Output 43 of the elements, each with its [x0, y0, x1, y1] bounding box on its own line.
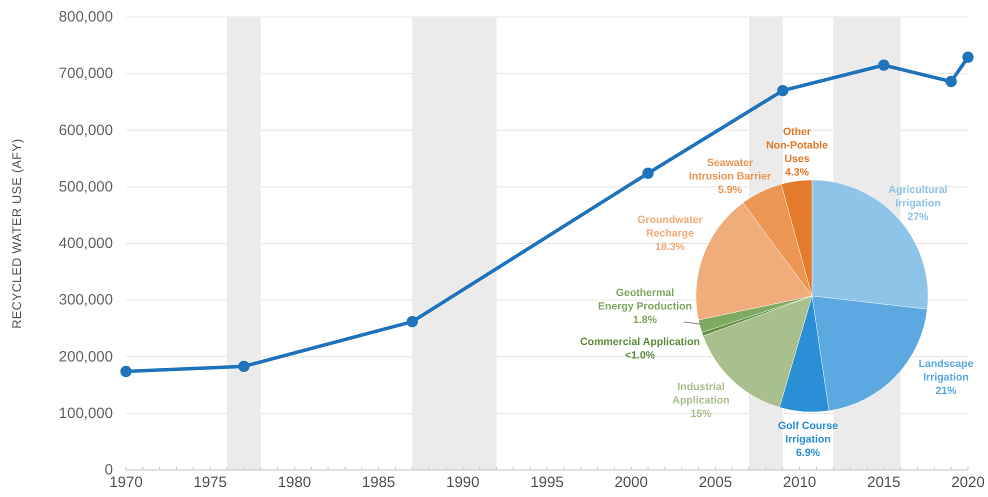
slice-label: Geothermal Energy Production	[598, 287, 692, 312]
x-tick-label: 1985	[362, 474, 396, 491]
x-tick-label: 2000	[614, 474, 648, 491]
slice-label: Commercial Application	[580, 336, 700, 348]
x-tick-label: 2005	[698, 474, 732, 491]
y-tick-label: 600,000	[58, 122, 113, 139]
point	[120, 366, 132, 378]
point	[642, 168, 654, 179]
x-tick-label: 1990	[446, 474, 480, 491]
y-tick-label: 300,000	[58, 292, 113, 309]
y-axis-title: RECYCLED WATER USE (AFY)	[10, 138, 24, 329]
point	[406, 316, 418, 328]
data-label: 6.9%	[796, 447, 821, 459]
y-tick-label: 100,000	[58, 404, 113, 422]
point	[946, 76, 957, 88]
data-label: 1.8%	[633, 314, 658, 326]
slice-label: Landscape Irrigation	[918, 358, 974, 384]
x-tick-label: 1975	[194, 474, 227, 491]
slice-label: Golf Course Irrigation	[778, 420, 838, 446]
y-tick-label: 700,000	[58, 65, 113, 82]
data-label: <1.0%	[624, 350, 656, 362]
y-tick-label: 800,000	[58, 8, 113, 26]
data-label: 21%	[935, 385, 958, 397]
slice-label: Industrial Application	[672, 381, 730, 406]
x-tick-label: 1995	[530, 474, 564, 491]
x-tick-label: 2015	[867, 474, 900, 491]
point	[962, 52, 974, 63]
data-label: 5.9%	[718, 184, 743, 196]
data-label: 4.3%	[785, 166, 810, 178]
data-label: 27%	[907, 211, 930, 223]
x-tick-label: 1980	[278, 474, 312, 491]
data-label: 15%	[690, 408, 712, 420]
y-tick-label: 200,000	[58, 348, 113, 366]
slice-label: Agricultural Irrigation	[888, 184, 948, 210]
point	[878, 60, 890, 71]
x-tick-label: 2010	[782, 474, 816, 491]
slice-label: Groundwater Recharge	[637, 214, 703, 240]
y-tick-label: 400,000	[58, 235, 113, 252]
point	[238, 360, 250, 372]
point	[777, 84, 788, 96]
x-tick-label: 2020	[951, 474, 985, 491]
data-label: 18.3%	[655, 241, 686, 253]
y-tick-label: 500,000	[58, 178, 113, 196]
